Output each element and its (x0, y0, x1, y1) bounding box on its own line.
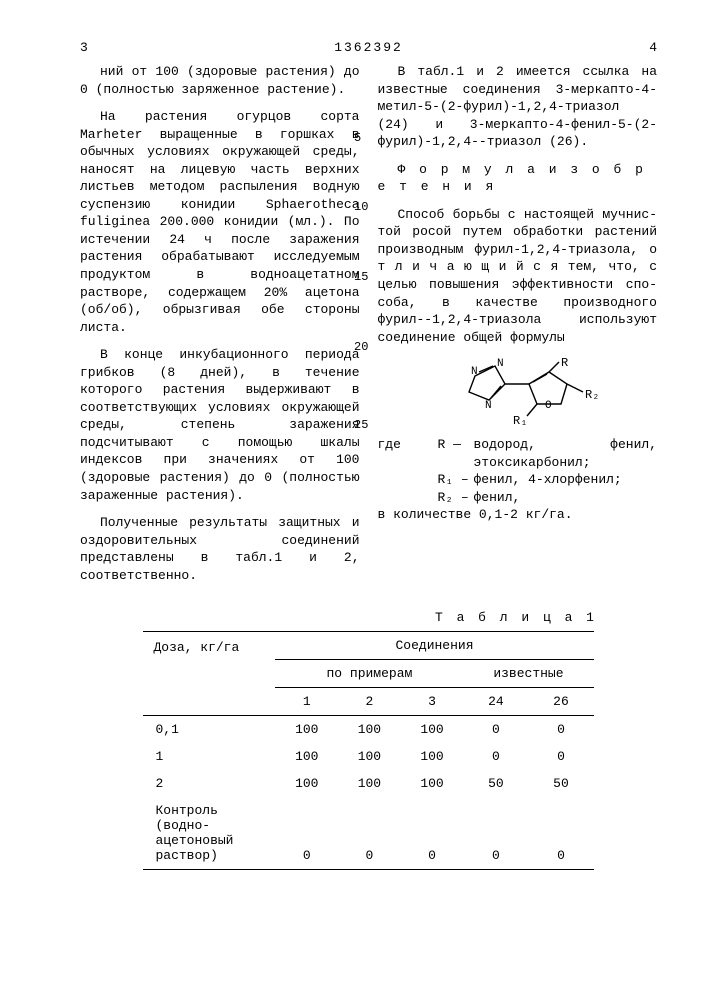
cell: 100 (275, 743, 338, 770)
sub-r1: R₁ (513, 414, 527, 426)
table1-col-24: 24 (463, 688, 528, 716)
table1-head-compounds: Соединения (275, 632, 593, 660)
right-p1: В табл.1 и 2 имеется ссылка на известные… (378, 63, 658, 151)
table1-head-examples: по примерам (275, 660, 463, 688)
table1-label: Т а б л и ц а 1 (80, 610, 597, 625)
table1-col-2: 2 (338, 688, 401, 716)
table1-head-dose: Доза, кг/га (143, 632, 275, 716)
table-row: 0,1 100 100 100 0 0 (143, 716, 593, 744)
cell: 0 (528, 797, 593, 870)
cell: 0 (463, 797, 528, 870)
left-column: ний от 100 (здоровые растения) до 0 (пол… (80, 63, 360, 594)
cell: 0 (401, 797, 464, 870)
atom-n: N (485, 400, 492, 412)
where-key-r: R — (438, 436, 474, 471)
right-column: В табл.1 и 2 имеется ссылка на известные… (378, 63, 658, 594)
cell-dose: 0,1 (143, 716, 275, 744)
chemical-structure: N N N O R R₁ R₂ (408, 356, 658, 430)
table1-head-known: известные (463, 660, 593, 688)
left-p2: На растения огурцов сорта Marheter выращ… (80, 108, 360, 336)
cell: 0 (463, 716, 528, 744)
left-p4: Полученные результаты защитных и оздоров… (80, 514, 360, 584)
atom-n: N (471, 366, 478, 378)
page-number-right: 4 (617, 40, 657, 55)
cell: 100 (338, 743, 401, 770)
cell-dose: 1 (143, 743, 275, 770)
cell: 100 (275, 770, 338, 797)
cell: 50 (463, 770, 528, 797)
cell: 0 (275, 797, 338, 870)
where-key-r2: R₂ – (438, 489, 474, 507)
quantity-line: в количестве 0,1-2 кг/га. (378, 506, 658, 524)
cell: 100 (338, 716, 401, 744)
atom-o: O (545, 400, 552, 412)
page-header: 3 1362392 4 (80, 40, 657, 55)
table-row: 1 100 100 100 0 0 (143, 743, 593, 770)
table1-col-1: 1 (275, 688, 338, 716)
right-p2: Способ борьбы с настоящей мучнис­той рос… (378, 206, 658, 346)
where-val-r: водород, фенил, этоксикар­бонил; (474, 436, 658, 471)
document-number: 1362392 (120, 40, 617, 55)
cell: 0 (528, 743, 593, 770)
page-number-left: 3 (80, 40, 120, 55)
cell-control-label: Контроль (водно-ацетоно­вый раст­вор) (143, 797, 275, 870)
where-block: где R — водород, фенил, этоксикар­бонил;… (378, 436, 658, 506)
sub-r: R (561, 356, 568, 370)
left-p1: ний от 100 (здоровые растения) до 0 (пол… (80, 63, 360, 98)
cell: 100 (401, 716, 464, 744)
cell: 100 (401, 770, 464, 797)
table-row: 2 100 100 100 50 50 (143, 770, 593, 797)
cell: 100 (275, 716, 338, 744)
formula-title: Ф о р м у л а и з о б р е т е н и я (378, 161, 658, 196)
where-key-r1: R₁ – (438, 471, 474, 489)
cell-dose: 2 (143, 770, 275, 797)
cell: 0 (338, 797, 401, 870)
left-p3: В конце инкубационного периода грибков (… (80, 346, 360, 504)
sub-r2: R₂ (585, 388, 599, 402)
atom-n: N (497, 358, 504, 370)
where-label: где (378, 436, 438, 471)
where-val-r2: фенил, (474, 489, 658, 507)
cell: 100 (338, 770, 401, 797)
cell: 50 (528, 770, 593, 797)
table1-col-3: 3 (401, 688, 464, 716)
where-val-r1: фенил, 4-хлорфенил; (474, 471, 658, 489)
cell: 0 (463, 743, 528, 770)
table1: Доза, кг/га Соединения по примерам извес… (143, 631, 593, 870)
table-row-control: Контроль (водно-ацетоно­вый раст­вор) 0 … (143, 797, 593, 870)
table1-col-26: 26 (528, 688, 593, 716)
cell: 100 (401, 743, 464, 770)
cell: 0 (528, 716, 593, 744)
